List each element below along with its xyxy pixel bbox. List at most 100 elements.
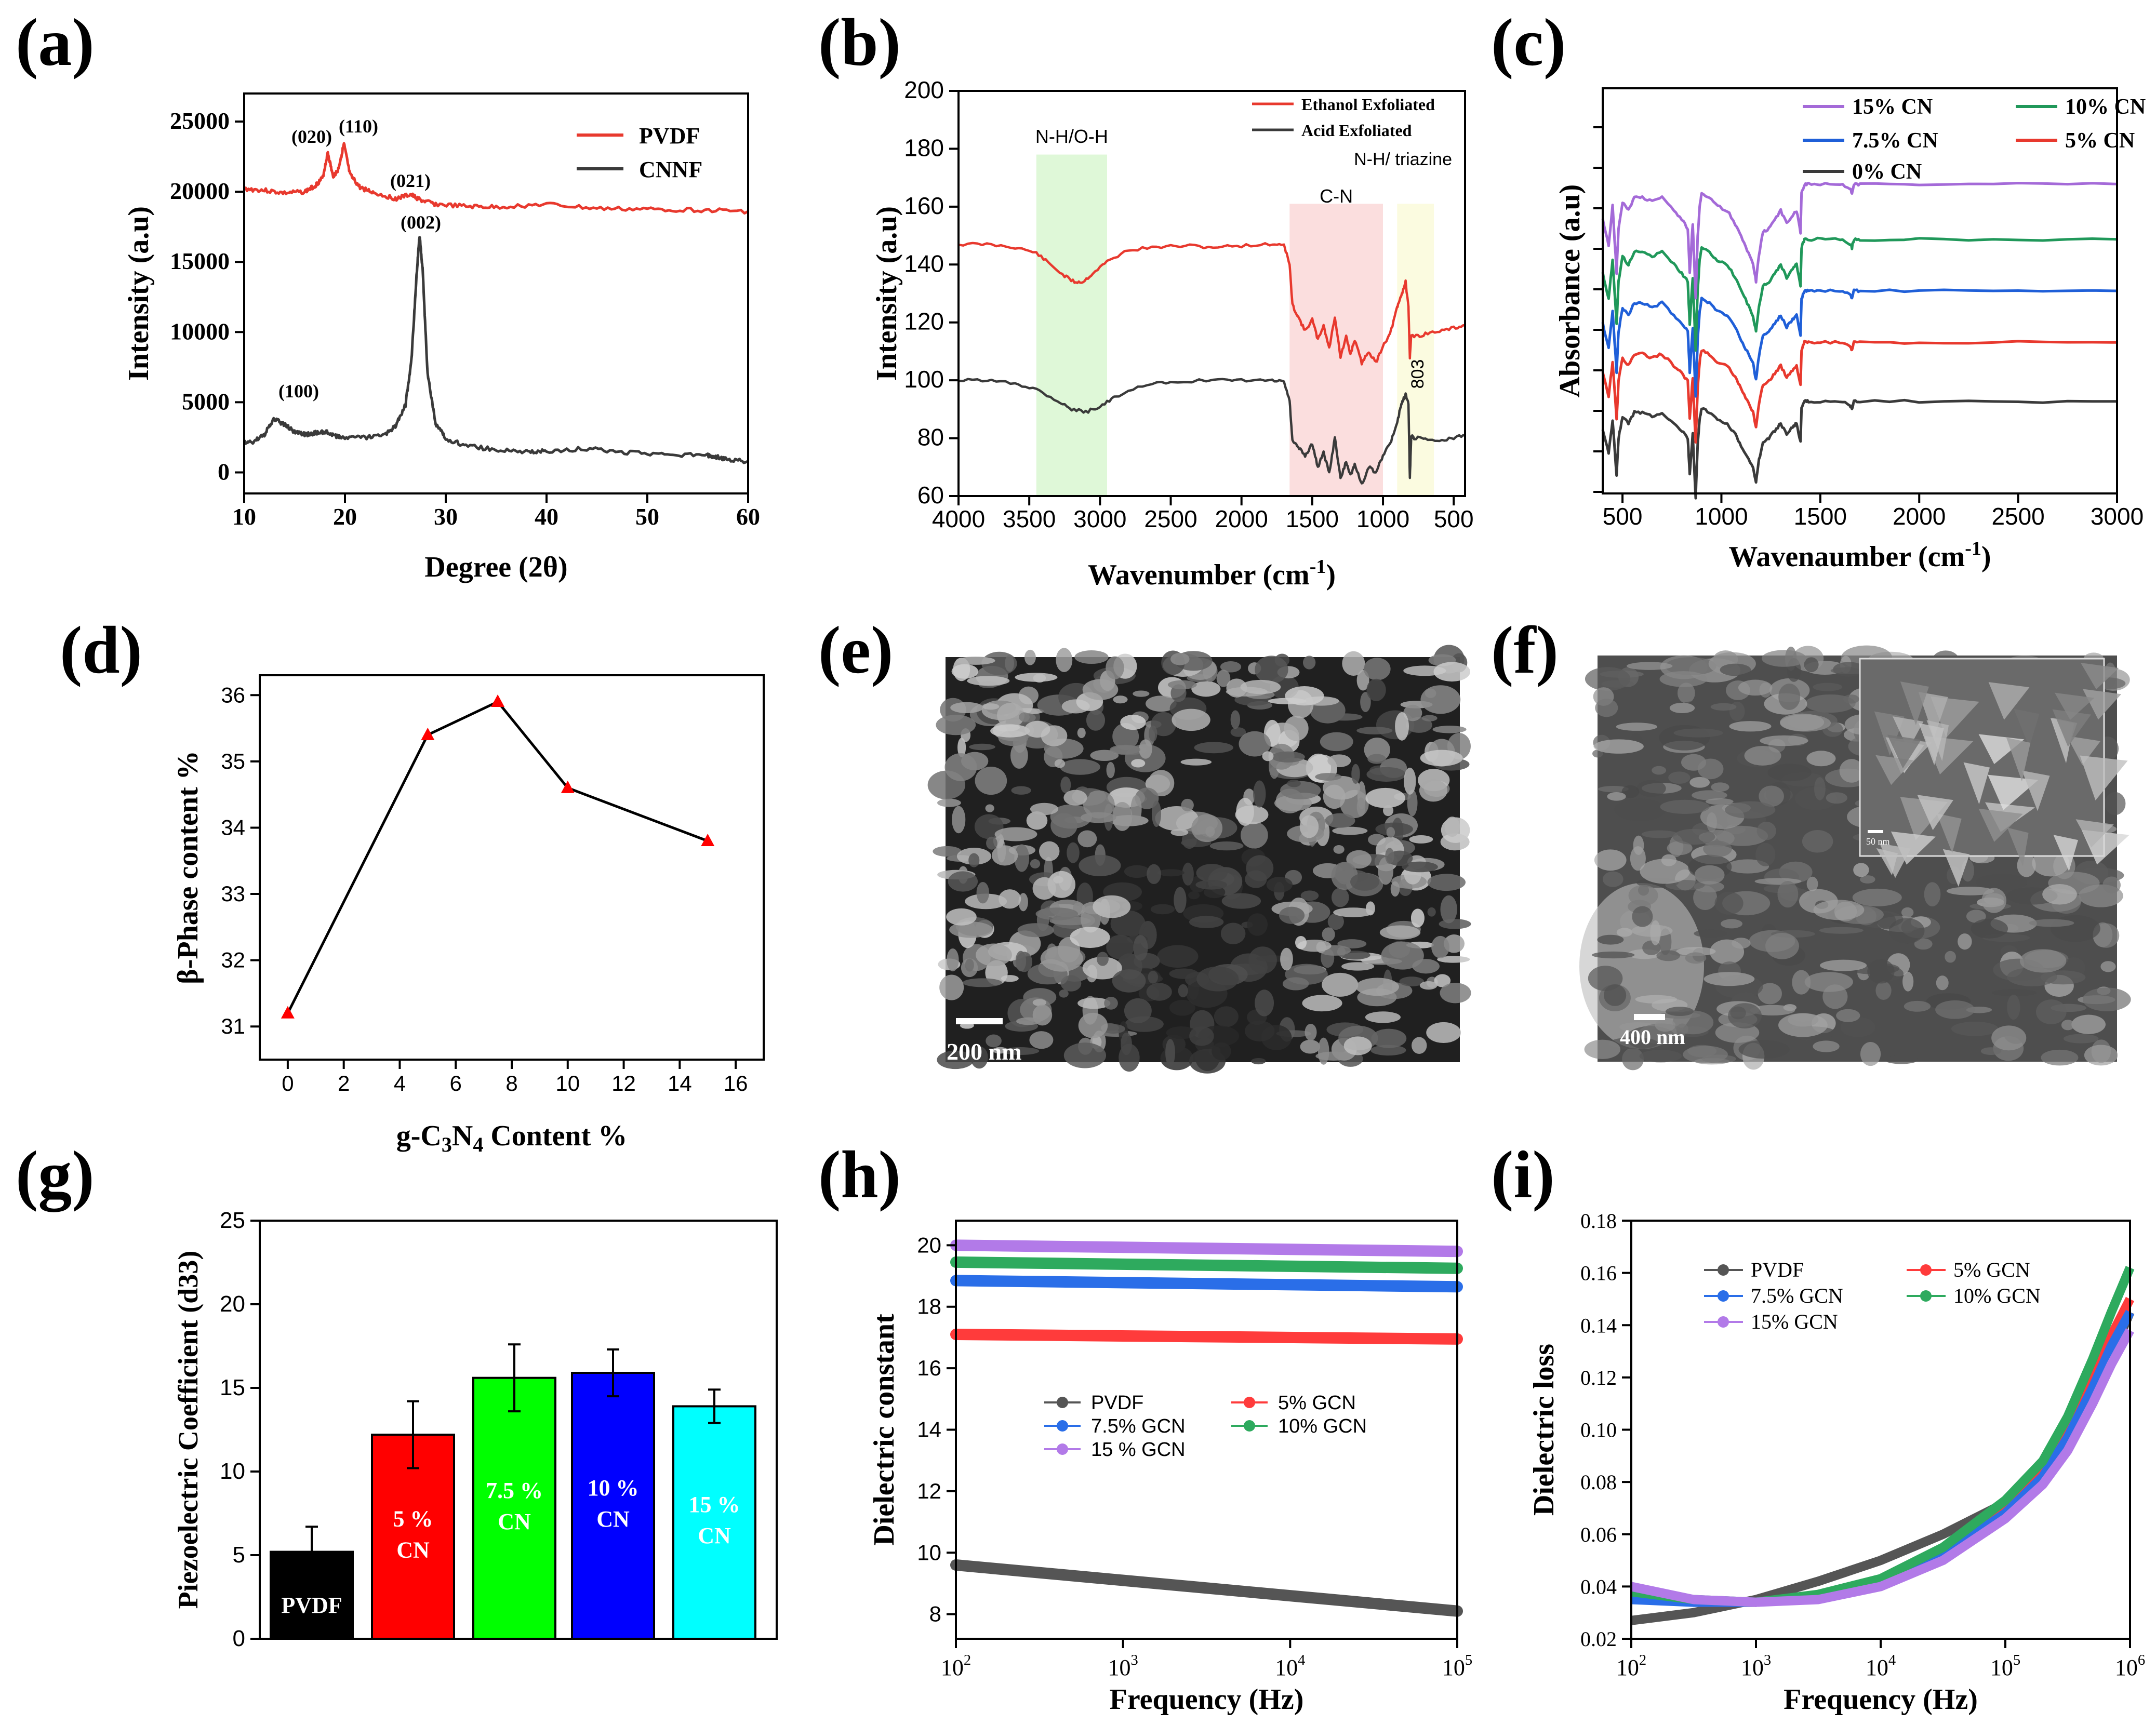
sem-flake	[1813, 683, 1843, 691]
panel-letter-1: (b)	[818, 5, 901, 80]
sem-flake	[1860, 875, 1875, 884]
x-axis-label: Frequency (Hz)	[1784, 1683, 1978, 1716]
sem-particle	[1082, 679, 1119, 700]
sem-particle	[986, 836, 997, 850]
sem-particle	[1149, 725, 1157, 742]
sem-flake	[1592, 951, 1635, 959]
plot-frame	[243, 92, 749, 494]
sem-flake	[1813, 900, 1865, 920]
y-tick-label: 25000	[170, 108, 230, 134]
y-tick-label: 35	[221, 749, 245, 773]
band-nh-oh	[1036, 154, 1107, 497]
x-tick-label: 102	[941, 1652, 971, 1680]
sem-particle	[1033, 674, 1046, 683]
bar-2	[472, 1376, 556, 1640]
plot-frame	[259, 1220, 778, 1640]
sem-inset-flake	[1918, 691, 1948, 738]
x-tick-label: 30	[434, 503, 458, 530]
series-band-10% GCN	[950, 1256, 1463, 1274]
sem-particle	[1039, 841, 1060, 861]
sem-flake	[1622, 1048, 1644, 1071]
sem-particle	[1130, 795, 1142, 823]
sem-flake	[1804, 657, 1819, 672]
sem-particle	[1420, 750, 1463, 767]
sem-particle	[1409, 835, 1433, 844]
sem-particle	[1440, 982, 1471, 1004]
x-tick-label: 2	[338, 1071, 350, 1095]
sem-flake	[2041, 1049, 2079, 1066]
sem-particle	[1157, 869, 1185, 877]
peak-label: (020)	[291, 126, 332, 147]
sem-image-f: 50 nm 400 nm	[1579, 645, 2131, 1071]
sem-particle	[1395, 712, 1409, 741]
sem-flake	[1806, 751, 1836, 767]
sem-flake	[2082, 987, 2131, 1011]
sem-particle	[1399, 977, 1425, 987]
sem-particle	[1282, 977, 1309, 991]
y-tick-label: 0	[233, 1626, 245, 1651]
peak-label: (110)	[339, 116, 378, 137]
y-tick-label: 0.18	[1580, 1209, 1617, 1233]
panel-h: 102 103 104 105 8 10 12 14 16 18 20 Frequency (Hz) D…	[868, 1220, 1472, 1716]
sem-flake	[1720, 919, 1743, 929]
legend-label: 10% CN	[2065, 95, 2146, 119]
sem-inset-flake	[1936, 813, 1962, 853]
sem-flake	[1759, 785, 1784, 807]
bar-3	[571, 1372, 655, 1640]
sem-flake	[1711, 782, 1729, 792]
sem-particle	[1239, 731, 1271, 757]
bar-4	[672, 1405, 756, 1640]
sem-particle	[1032, 999, 1047, 1006]
sem-particle	[1390, 881, 1400, 897]
x-tick-label: 1000	[1356, 505, 1409, 532]
sem-particle	[1040, 945, 1083, 972]
plot-frame	[957, 90, 1466, 497]
panel-b: 4000 3500 3000 2500 2000 1500 1000 500 60 80 100 12…	[871, 76, 1474, 591]
legend-label: 5% GCN	[1278, 1392, 1356, 1414]
sem-flake	[1843, 694, 1859, 704]
x-tick-label: 2500	[1991, 503, 2044, 530]
sem-particle	[1356, 797, 1366, 817]
sem-flake	[1665, 657, 1717, 675]
series-band-15 % GCN	[950, 1239, 1463, 1258]
panel-c: 500 1000 1500 2000 2500 3000 Wavenaumber (cm-1…	[1554, 87, 2146, 573]
sem-flake	[2019, 949, 2067, 973]
sem-flake	[1667, 841, 1693, 855]
sem-particle	[1063, 790, 1087, 806]
y-axis-label: Dielectric constant	[868, 1314, 900, 1546]
series-line-Ethanol Exfoliated	[958, 242, 1465, 366]
band-label: N-H/O-H	[1035, 126, 1108, 147]
y-axis-label: β-Phase content %	[172, 751, 204, 984]
sem-particle	[1351, 764, 1360, 784]
y-tick-label: 32	[221, 948, 245, 972]
sem-particle	[1063, 1042, 1107, 1068]
sem-flake	[1632, 906, 1653, 927]
band-label: C-N	[1320, 185, 1353, 207]
x-tick-label: 1500	[1286, 505, 1339, 532]
sem-flake	[1936, 975, 1949, 991]
sem-flake	[1689, 777, 1710, 788]
sem-particle	[1060, 759, 1100, 775]
sem-particle	[1383, 805, 1394, 817]
y-tick-label: 100	[904, 366, 944, 393]
y-tick-label: 0.04	[1580, 1575, 1617, 1598]
x-tick-label: 1500	[1794, 503, 1847, 530]
sem-flake	[1951, 1021, 1999, 1036]
series-line-10% CN	[1601, 236, 2118, 352]
sem-particle	[1024, 720, 1050, 738]
series-band-10% GCN	[1630, 1266, 2135, 1607]
sem-particle	[1333, 845, 1345, 854]
sem-particle	[1284, 715, 1309, 741]
panel-i: 102 103 104 105 106 0.02 0.04 0.06 0.08 0.10 0.12 0…	[1528, 1209, 2145, 1716]
x-tick-label: 2000	[1215, 505, 1268, 532]
y-axis-label: Piezoelectric Coefficient (d33)	[172, 1251, 204, 1609]
x-tick-label: 500	[1603, 503, 1643, 530]
sem-particle	[1078, 1012, 1108, 1038]
sem-particle	[1253, 780, 1266, 808]
sem-inset-flake	[2006, 737, 2031, 782]
sem-flake	[1820, 959, 1867, 971]
legend-marker	[1244, 1397, 1255, 1408]
sem-particle	[1030, 803, 1059, 815]
series-line-5% CN	[1601, 340, 2118, 444]
sem-particle	[1151, 712, 1177, 737]
